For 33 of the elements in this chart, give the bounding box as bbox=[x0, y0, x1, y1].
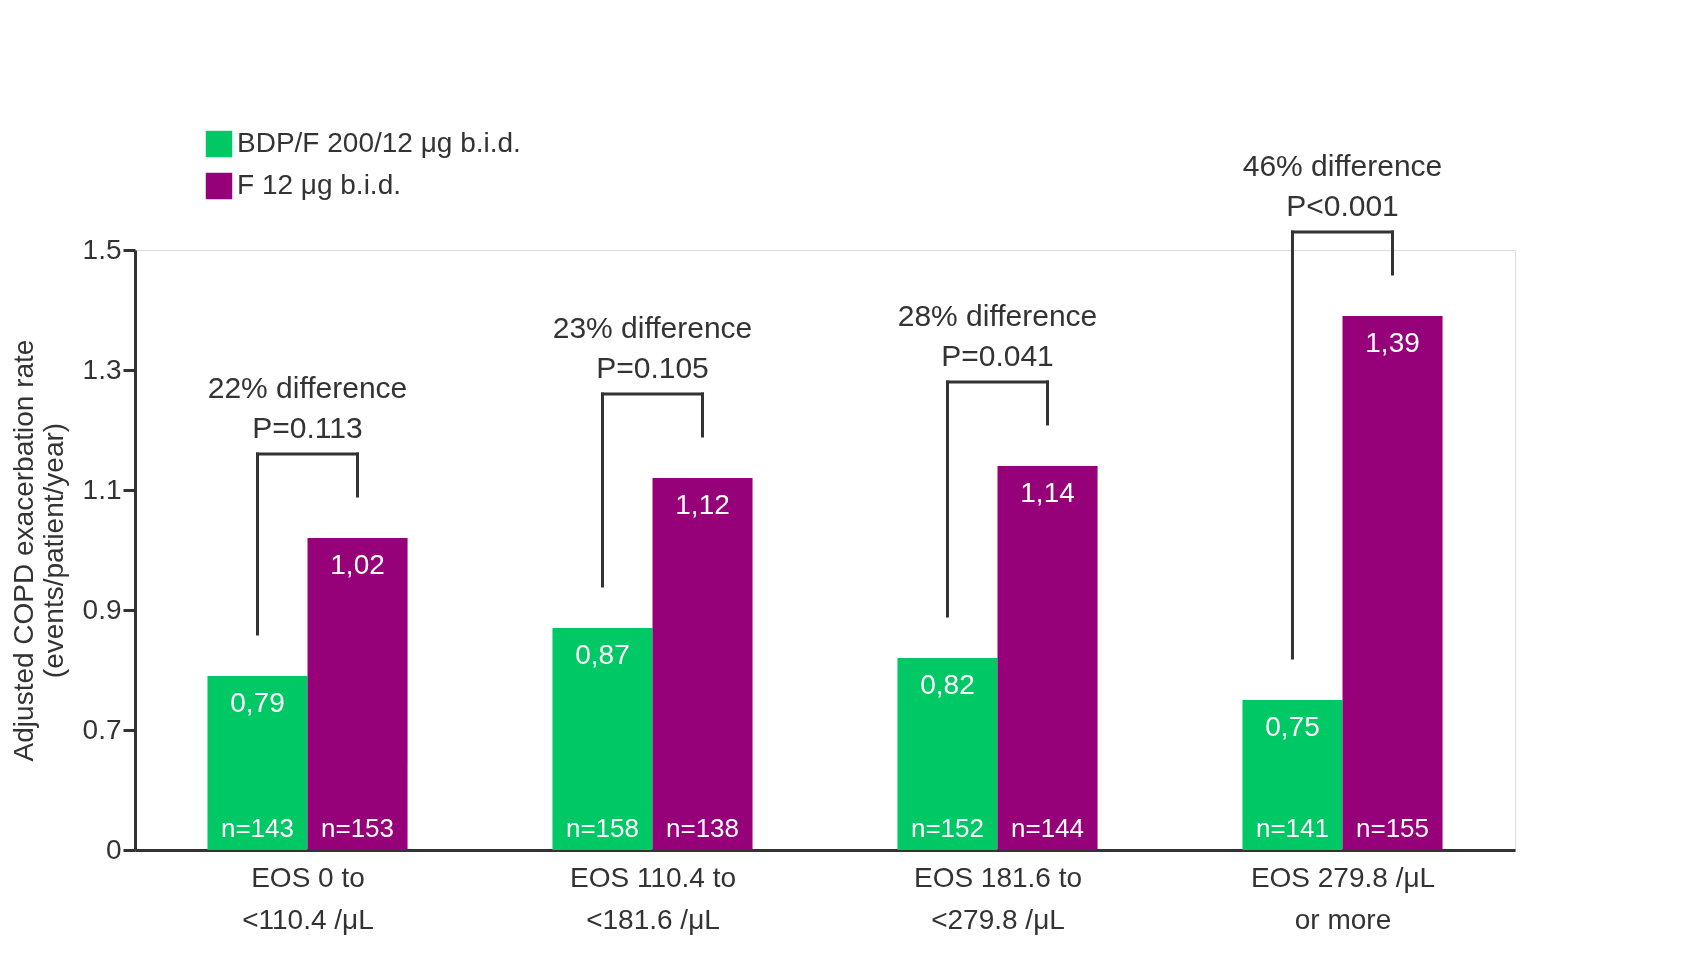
annotation: n=153 bbox=[321, 813, 395, 843]
annotation: n=141 bbox=[1255, 813, 1329, 843]
annotation: n=144 bbox=[1011, 813, 1085, 843]
data-label: 0,87 bbox=[575, 639, 630, 670]
y-axis-title: Adjusted COPD exacerbation rate (events/patient/year) bbox=[7, 339, 69, 762]
x-tick-label: EOS 110.4 to <181.6 /μL bbox=[569, 861, 737, 935]
x-tick-label: EOS 279.8 /μL or more bbox=[1250, 861, 1436, 935]
legend-label: BDP/F 200/12 μg b.i.d. bbox=[237, 127, 521, 158]
y-tick-label: 1.5 bbox=[82, 233, 122, 265]
data-label: 0,79 bbox=[230, 687, 285, 718]
data-label: 1,14 bbox=[1020, 477, 1075, 508]
data-label: 1,12 bbox=[675, 489, 730, 520]
text: 46% difference P<0.001 bbox=[1242, 149, 1443, 222]
data-label: 1,02 bbox=[330, 549, 385, 580]
annotation: 28% difference P=0.041 bbox=[897, 299, 1098, 372]
y-tick-label: 0 bbox=[105, 833, 122, 865]
data-label: 0,75 bbox=[1265, 711, 1320, 742]
x-tick-label: EOS 181.6 to <279.8 /μL bbox=[913, 861, 1083, 935]
annotation: n=152 bbox=[910, 813, 984, 843]
data-label: 0,82 bbox=[920, 669, 975, 700]
annotation: n=138 bbox=[666, 813, 740, 843]
y-tick-label: 1.3 bbox=[82, 353, 122, 385]
x-tick-label: EOS 0 to <110.4 /μL bbox=[242, 861, 374, 935]
y-tick-label: 0.7 bbox=[82, 713, 122, 745]
annotation: n=143 bbox=[220, 813, 294, 843]
annotation: 23% difference P=0.105 bbox=[552, 311, 753, 384]
annotation: 22% difference P=0.113 bbox=[207, 371, 408, 444]
annotation: n=155 bbox=[1356, 813, 1430, 843]
legend-label: F 12 μg b.i.d. bbox=[237, 169, 401, 200]
y-tick-label: 0.9 bbox=[82, 593, 122, 625]
data-label: 1,39 bbox=[1365, 327, 1420, 358]
y-tick-label: 1.1 bbox=[82, 473, 122, 505]
annotation: n=158 bbox=[565, 813, 639, 843]
